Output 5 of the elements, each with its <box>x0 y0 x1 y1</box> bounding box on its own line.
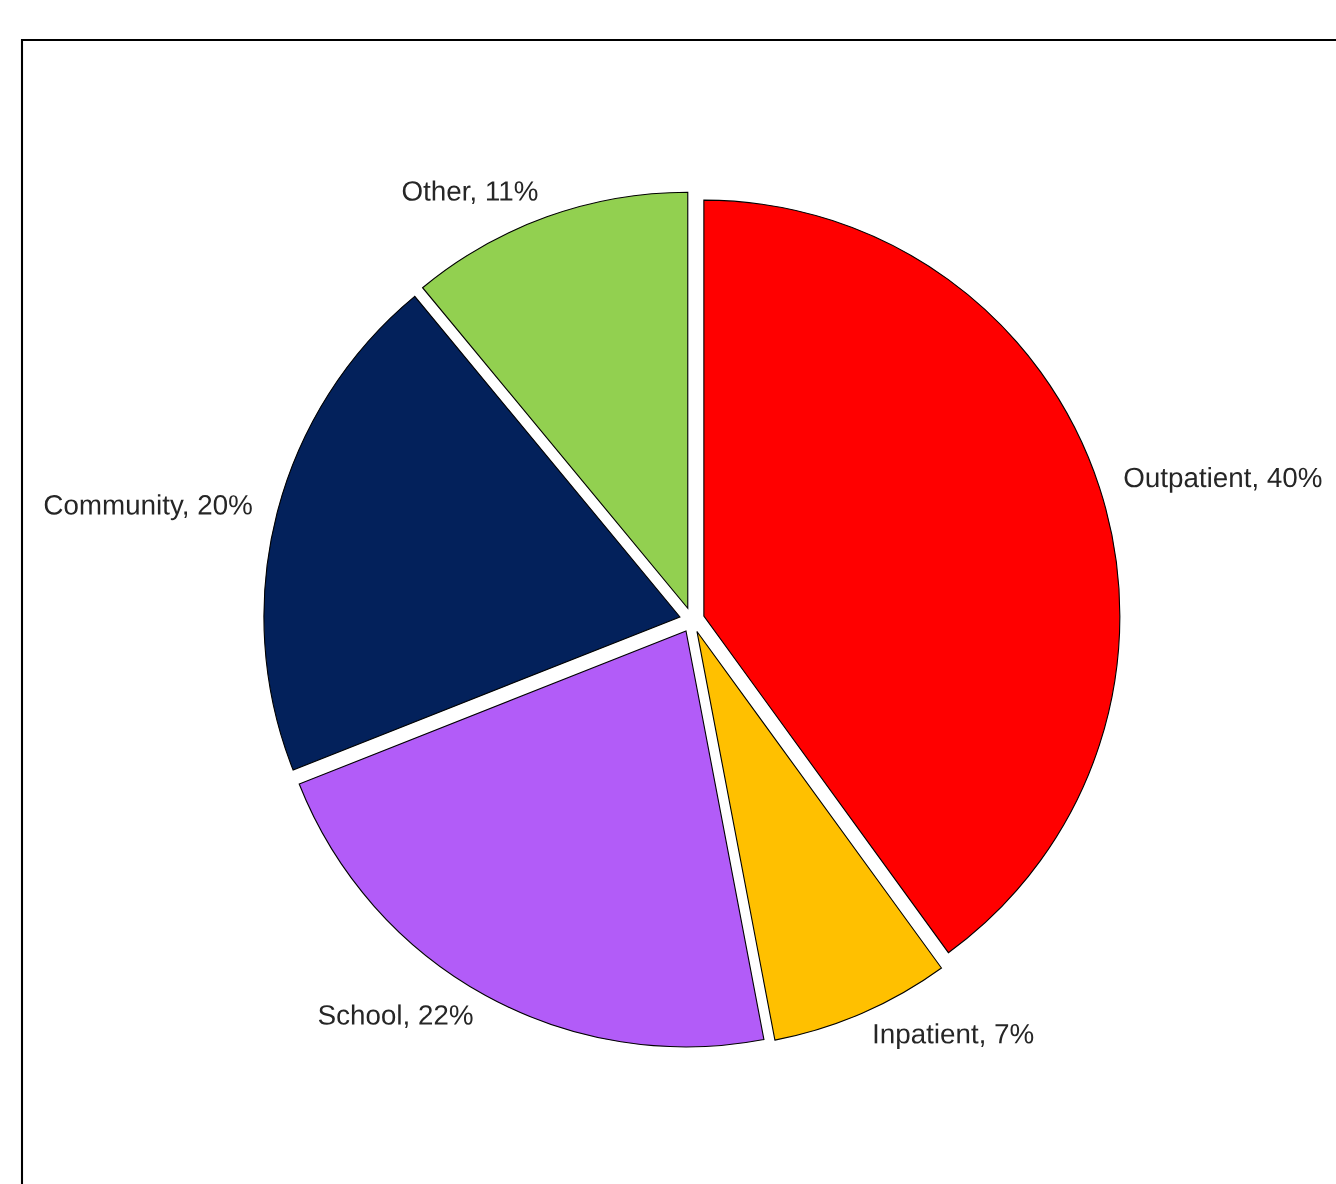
slice-label: Community, 20% <box>44 494 252 521</box>
slice-label: Other, 11% <box>402 180 538 205</box>
slice-label: School, 22% <box>318 1004 473 1029</box>
slice-label: Outpatient, 40% <box>1124 466 1322 493</box>
slice-label: Inpatient, 7% <box>874 1023 1034 1050</box>
